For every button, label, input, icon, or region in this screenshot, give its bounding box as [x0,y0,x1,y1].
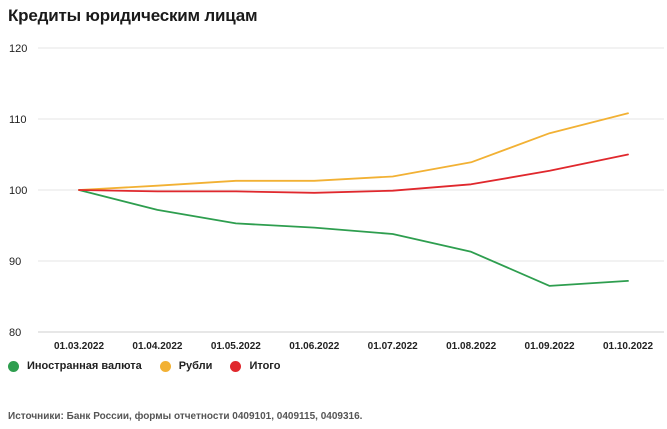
legend: Иностранная валюта Рубли Итого [8,360,298,372]
legend-item-foreign[interactable]: Иностранная валюта [8,360,142,372]
legend-item-rubles[interactable]: Рубли [159,360,213,372]
x-tick-label-1: 01.04.2022 [132,341,182,352]
y-tick-label-80: 80 [9,327,21,339]
source-note: Источники: Банк России, формы отчетности… [8,411,363,422]
x-tick-label-7: 01.10.2022 [603,341,653,352]
legend-label-rubles: Рубли [178,360,213,372]
x-tick-label-6: 01.09.2022 [525,341,575,352]
legend-label-foreign: Иностранная валюта [27,360,142,372]
line-chart: 80 90 100 110 120 01.03.2022 01.04.2022 01.05.2… [9,43,664,352]
x-tick-label-5: 01.08.2022 [446,341,496,352]
chart-title: Кредиты юридическим лицам [8,6,258,25]
series-line-1 [78,112,629,191]
x-tick-label-3: 01.06.2022 [289,341,339,352]
legend-label-total: Итого [249,360,281,372]
series-line-2 [78,153,629,194]
y-tick-label-90: 90 [9,256,21,268]
legend-swatch-total [230,360,242,372]
legend-swatch-rubles [159,360,171,372]
x-tick-label-0: 01.03.2022 [54,341,104,352]
legend-swatch-foreign [8,360,19,372]
legend-item-total[interactable]: Итого [230,360,280,372]
x-tick-label-4: 01.07.2022 [368,341,418,352]
y-tick-label-100: 100 [9,185,27,197]
x-tick-label-2: 01.05.2022 [211,341,261,352]
series-line-0 [78,189,629,287]
y-tick-label-120: 120 [9,43,27,55]
y-tick-label-110: 110 [9,114,27,126]
